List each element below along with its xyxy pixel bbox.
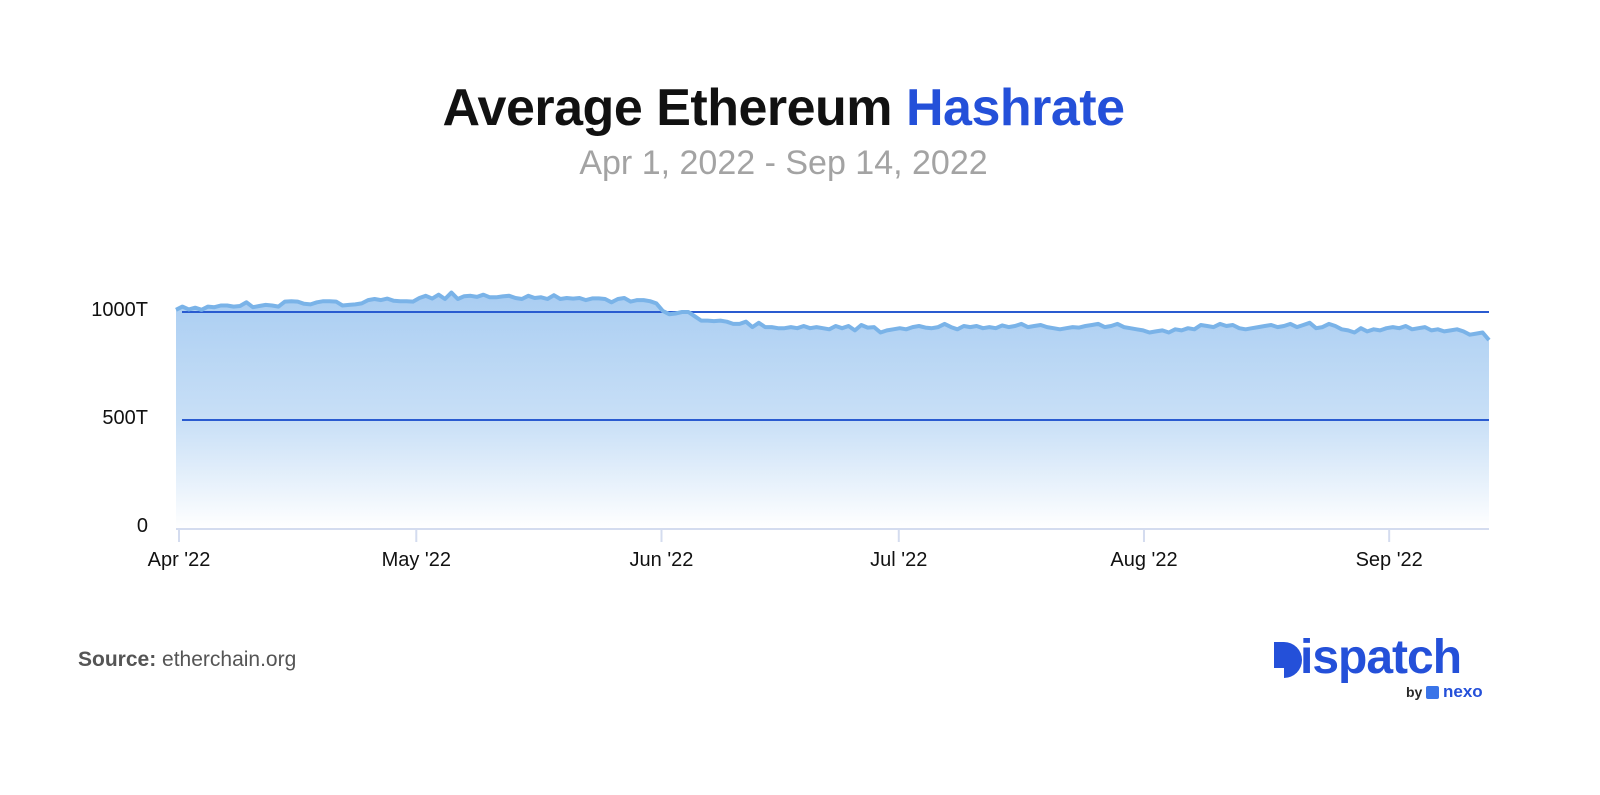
chart-title: Average Ethereum Hashrate xyxy=(0,78,1567,138)
source-value: etherchain.org xyxy=(162,648,297,671)
logo-wordmark: ispatch xyxy=(1300,631,1462,684)
x-tick-label: Apr '22 xyxy=(147,549,211,571)
x-axis xyxy=(176,528,1489,542)
y-tick-label: 1000T xyxy=(91,299,148,321)
data-line xyxy=(175,290,1491,342)
source-note: Source: etherchain.org xyxy=(78,648,296,672)
gridlines xyxy=(182,311,1489,421)
chart-title-main: Average Ethereum xyxy=(442,79,893,137)
nexo-logo-icon xyxy=(1426,686,1439,699)
chart-subtitle: Apr 1, 2022 - Sep 14, 2022 xyxy=(579,144,988,182)
logo-nexo: nexo xyxy=(1443,682,1483,701)
x-tick-label: Sep '22 xyxy=(1355,549,1423,571)
x-tick-label: Aug '22 xyxy=(1110,549,1178,571)
area-fill xyxy=(176,292,1489,528)
x-tick-label: Jun '22 xyxy=(629,549,694,571)
dispatch-logo: ispatch by nexo xyxy=(1274,631,1494,710)
source-label: Source: xyxy=(78,648,157,671)
x-tick-label: May '22 xyxy=(381,549,451,571)
chart-title-accent: Hashrate xyxy=(905,79,1125,137)
dispatch-d-mark-icon xyxy=(1274,642,1302,680)
y-tick-label: 0 xyxy=(136,515,148,537)
logo-by: by xyxy=(1406,684,1423,700)
y-tick-label: 500T xyxy=(102,407,148,429)
x-tick-label: Jul '22 xyxy=(870,549,928,571)
